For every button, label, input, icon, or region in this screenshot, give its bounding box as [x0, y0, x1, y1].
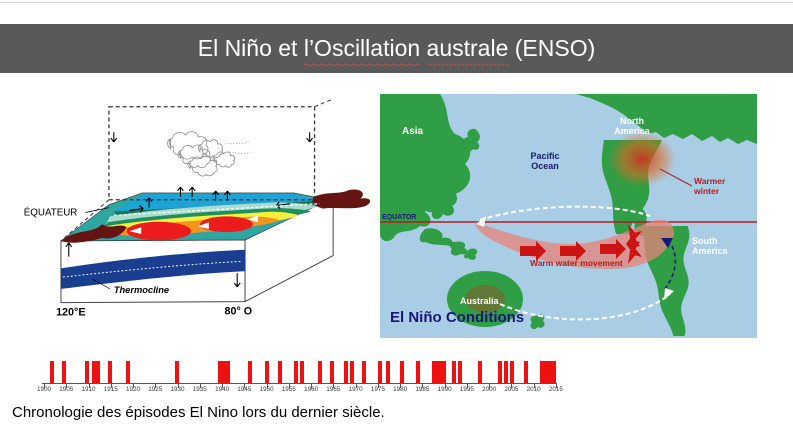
- svg-text:Ocean: Ocean: [531, 161, 559, 171]
- svg-text:Pacific: Pacific: [530, 151, 559, 161]
- svg-text:Thermocline: Thermocline: [114, 285, 169, 295]
- svg-text:America: America: [692, 246, 729, 256]
- svg-text:winter: winter: [693, 186, 720, 196]
- svg-text:Australia: Australia: [460, 296, 500, 306]
- svg-text:Warmer: Warmer: [694, 176, 726, 186]
- svg-text:El Niño Conditions: El Niño Conditions: [390, 309, 524, 326]
- svg-text:120°E: 120°E: [56, 306, 85, 318]
- svg-text:80° O: 80° O: [224, 305, 252, 317]
- svg-text:Asia: Asia: [402, 126, 424, 137]
- svg-text:South: South: [692, 236, 718, 246]
- svg-text:North: North: [620, 116, 644, 126]
- svg-text:ÉQUATEUR: ÉQUATEUR: [24, 207, 78, 218]
- svg-text:EQUATOR: EQUATOR: [382, 214, 416, 221]
- svg-text:America: America: [614, 126, 651, 136]
